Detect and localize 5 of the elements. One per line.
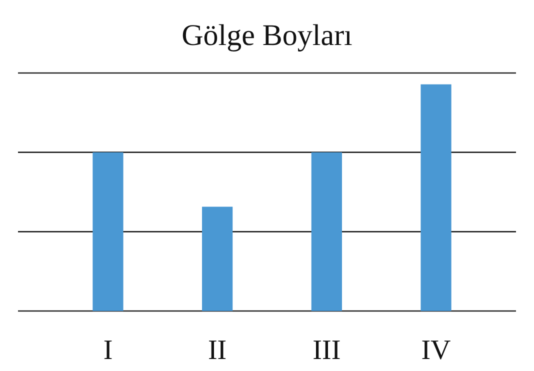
chart-title: Gölge Boyları xyxy=(182,19,352,52)
x-tick-label: III xyxy=(312,335,341,366)
x-tick-label: I xyxy=(103,335,113,366)
x-tick-label: II xyxy=(208,335,227,366)
x-tick-label: IV xyxy=(421,335,451,366)
